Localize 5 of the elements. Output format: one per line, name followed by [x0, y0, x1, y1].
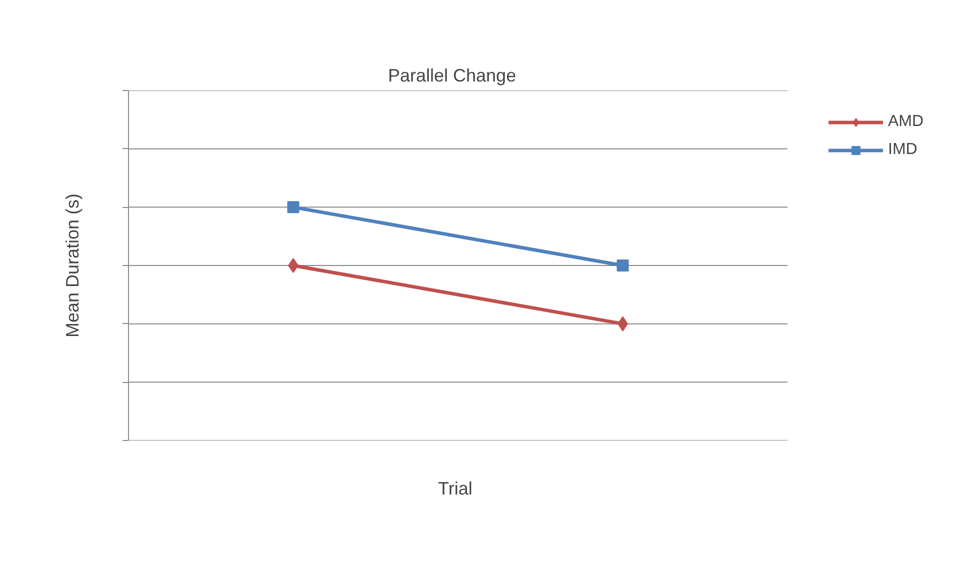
legend-label: IMD: [888, 141, 918, 159]
x-axis-title: Trial: [438, 478, 472, 498]
chart-title: Parallel Change: [388, 66, 516, 86]
legend-label: AMD: [888, 113, 924, 131]
y-axis-title: Mean Duration (s): [62, 193, 82, 338]
